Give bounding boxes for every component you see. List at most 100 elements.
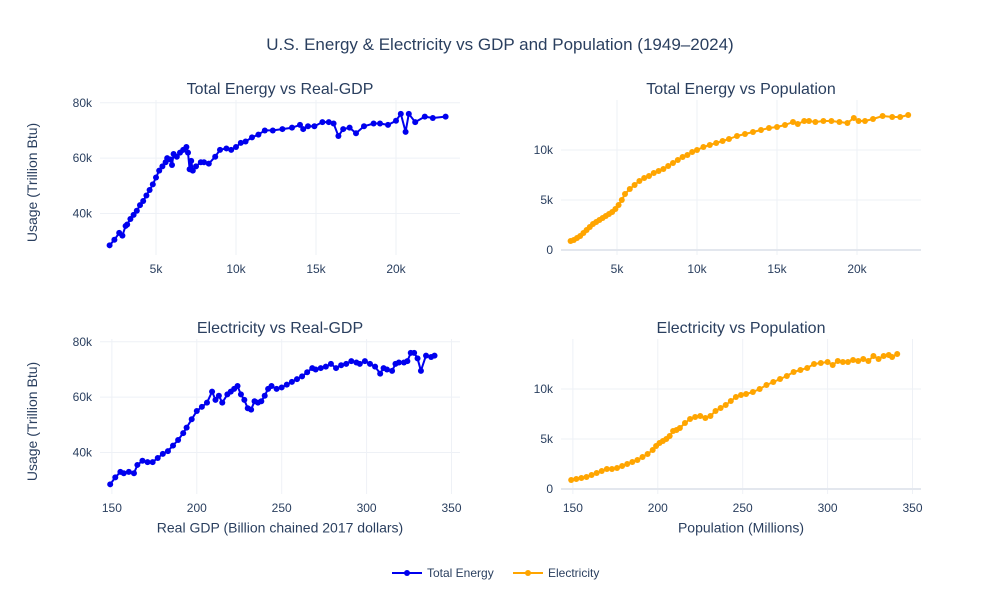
data-point: [327, 360, 334, 367]
data-point: [624, 461, 631, 467]
data-point: [626, 186, 633, 192]
data-point: [622, 191, 628, 197]
data-point: [588, 472, 595, 478]
legend-marker: [404, 570, 410, 576]
data-point: [322, 363, 329, 370]
data-point: [268, 383, 275, 390]
data-point: [107, 481, 114, 488]
data-point: [700, 144, 707, 150]
data-point: [215, 392, 222, 399]
data-point: [140, 198, 147, 205]
data-point: [631, 182, 638, 188]
data-point: [393, 117, 399, 124]
data-point: [850, 115, 857, 121]
subplot-title: Electricity vs Population: [657, 320, 826, 337]
data-point: [130, 470, 137, 477]
data-point: [361, 123, 367, 130]
data-point: [404, 358, 411, 365]
x-tick-label: 150: [102, 501, 122, 515]
data-point: [593, 470, 600, 476]
data-point: [299, 373, 306, 380]
data-point: [119, 232, 126, 239]
data-point: [279, 126, 286, 133]
data-point: [712, 408, 719, 414]
data-point: [261, 127, 268, 134]
data-point: [189, 167, 196, 174]
data-point: [421, 113, 428, 120]
data-point: [124, 221, 131, 228]
x-tick-label: 15k: [767, 262, 787, 276]
data-point: [417, 367, 424, 374]
series-line: [570, 114, 909, 242]
data-point: [325, 119, 332, 126]
data-point: [209, 388, 216, 395]
data-point: [629, 459, 636, 465]
data-point: [897, 114, 904, 120]
x-tick-label: 300: [357, 501, 377, 515]
data-point: [717, 405, 724, 411]
data-point: [694, 147, 700, 153]
data-point: [193, 407, 200, 414]
data-point: [183, 424, 190, 431]
data-point: [305, 123, 311, 130]
data-point: [905, 112, 912, 118]
data-point: [650, 170, 657, 176]
x-tick-label: 300: [818, 501, 838, 515]
data-point: [356, 360, 363, 367]
data-point: [255, 131, 262, 138]
data-point: [870, 116, 876, 122]
data-point: [143, 192, 150, 199]
x-tick-label: 200: [648, 501, 668, 515]
data-point: [679, 154, 686, 160]
data-point: [794, 121, 801, 127]
data-point: [844, 120, 851, 126]
data-point: [774, 124, 780, 130]
data-point: [639, 454, 646, 460]
data-point: [641, 175, 648, 181]
data-point: [644, 451, 651, 457]
data-point: [829, 362, 836, 368]
data-point: [687, 416, 694, 422]
data-point: [170, 442, 177, 449]
y-tick-label: 80k: [73, 96, 93, 110]
data-point: [237, 139, 244, 146]
data-point: [203, 399, 210, 406]
data-point: [127, 216, 134, 223]
data-point: [169, 162, 175, 169]
data-point: [312, 366, 319, 373]
data-point: [783, 373, 790, 379]
data-point: [134, 461, 141, 468]
data-point: [804, 365, 811, 371]
data-point: [742, 131, 748, 137]
data-point: [173, 153, 180, 160]
legend-label: Total Energy: [427, 566, 494, 580]
data-point: [283, 381, 290, 388]
data-point: [811, 361, 818, 367]
y-tick-label: 0: [546, 243, 553, 257]
y-tick-label: 10k: [534, 143, 554, 157]
x-tick-label: 350: [902, 501, 922, 515]
data-point: [583, 474, 590, 480]
data-point: [665, 163, 672, 169]
data-point: [707, 413, 714, 419]
data-point: [201, 159, 207, 166]
data-point: [289, 124, 295, 131]
data-point: [338, 362, 345, 369]
data-point: [106, 242, 113, 249]
data-point: [750, 129, 756, 135]
data-point: [879, 113, 886, 119]
x-tick-label: 20k: [847, 262, 867, 276]
data-point: [335, 132, 342, 139]
data-point: [397, 110, 404, 117]
x-tick-label: 200: [187, 501, 207, 515]
x-tick-label: 10k: [687, 262, 707, 276]
data-point: [692, 414, 699, 420]
data-point: [618, 197, 625, 203]
y-tick-label: 80k: [73, 335, 93, 349]
data-point: [412, 119, 419, 126]
data-point: [167, 156, 174, 163]
data-point: [242, 138, 249, 145]
data-point: [372, 363, 379, 370]
